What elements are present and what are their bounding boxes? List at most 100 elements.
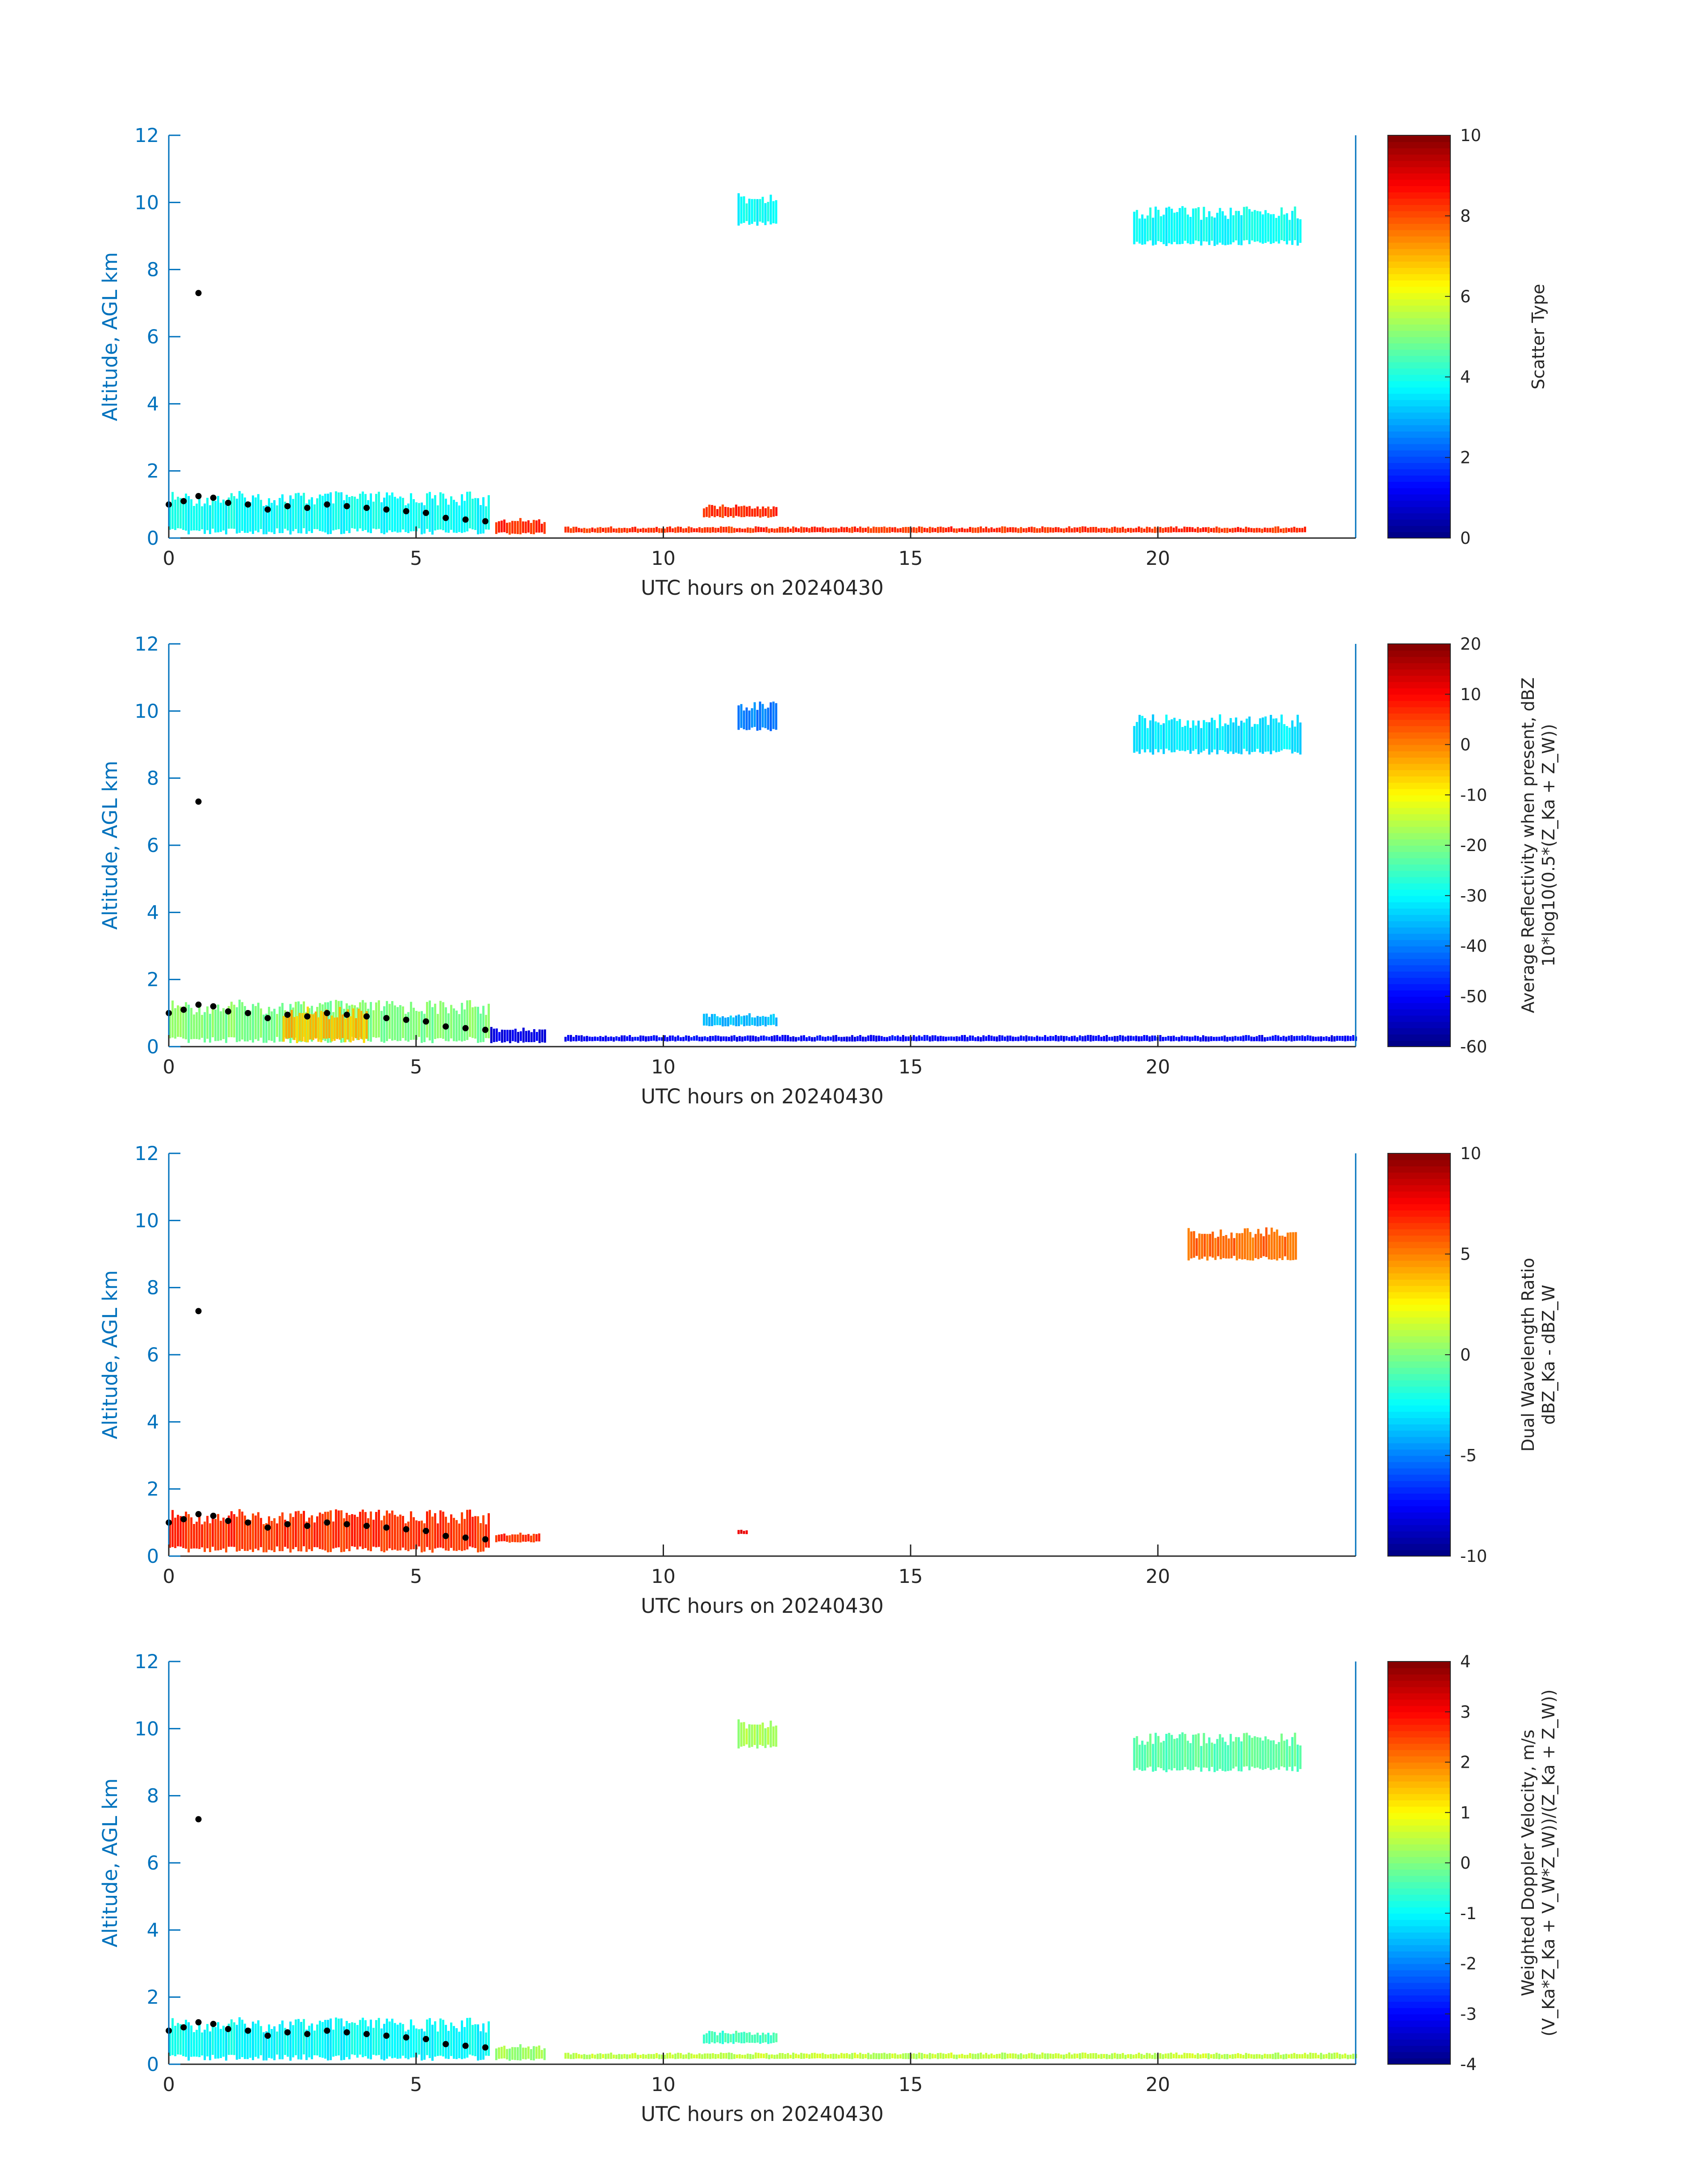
echo-cell [233,496,235,529]
echo-cell [503,2045,505,2058]
echo-cell [1146,215,1149,242]
echo-cell [1175,1037,1178,1041]
colorbar-label: Dual Wavelength RatiodBZ_Ka - dBZ_W [1518,1258,1558,1452]
bl-top-point [443,1532,449,1539]
echo-cell [1277,2052,1279,2059]
bl-top-point [245,1519,251,1526]
echo-cell [1245,718,1248,751]
echo-cell [220,502,222,532]
echo-cell [929,526,931,533]
echo-cell [1114,1036,1116,1042]
colorbar-swatch [1388,1831,1450,1838]
echo-cell [854,1036,856,1042]
echo-cell [1299,1745,1302,1769]
colorbar-swatch [1388,437,1450,444]
echo-cell [503,519,505,532]
echo-cell [351,496,353,528]
echo-cell [1296,528,1298,533]
echo-cell [921,2053,923,2059]
echo-cell [1165,2054,1167,2059]
echo-cell [241,2020,243,2058]
echo-cell [776,528,778,533]
echo-cell [800,2053,802,2059]
echo-cell [634,526,636,532]
echo-cell [391,2018,393,2058]
echo-cell [1229,718,1232,752]
colorbar-swatch [1388,751,1450,758]
echo-cell [703,1014,706,1026]
echo-cell [500,2046,503,2059]
colorbar-swatch [1388,2033,1450,2040]
echo-cell [378,1510,380,1547]
echo-cell [1299,2054,1301,2059]
echo-cell [246,2032,249,2059]
echo-cell [1233,1238,1236,1256]
echo-cell [942,1036,944,1041]
echo-cell [846,1036,848,1042]
echo-cell [209,2031,211,2061]
echo-cell [527,1534,530,1542]
y-tick-label: 8 [147,768,159,790]
echo-cell [759,199,761,222]
echo-cell [1229,528,1231,532]
echo-cell [514,1534,516,1542]
echo-cell [843,1036,845,1042]
echo-cell [1288,220,1291,241]
echo-cell [319,1003,321,1040]
colorbar-swatch [1388,1976,1450,1983]
echo-cell [1333,2053,1336,2059]
echo-cell [1256,211,1259,242]
echo-cell [744,528,746,533]
bl-top-point [245,2027,251,2034]
echo-cell [923,2054,926,2058]
echo-cell [586,528,588,533]
echo-cell [516,521,519,534]
echo-cell [706,507,708,517]
echo-cell [580,2054,583,2059]
echo-cell [674,1036,677,1042]
echo-cell [711,1014,714,1027]
echo-cell [950,1036,952,1041]
echo-cell [1198,1233,1201,1260]
bl-top-point [225,2026,231,2033]
echo-cell [340,1001,342,1043]
echo-cell [1221,528,1223,533]
echo-cell [1015,1037,1017,1041]
echo-cell [854,2053,856,2058]
echo-cell [753,199,756,222]
echo-cell [1049,527,1052,533]
echo-cell [703,508,706,518]
echo-cell [1063,528,1065,533]
echo-cell [346,495,348,531]
echo-cell [1270,1740,1272,1770]
colorbar-swatch [1388,1762,1450,1769]
echo-cell [1299,1035,1301,1041]
echo-cell [308,1008,310,1040]
echo-cell [1258,1035,1261,1042]
echo-cell [474,2024,476,2057]
echo-cell [1154,206,1157,245]
echo-cell [607,2054,610,2059]
echo-cell [335,2017,337,2056]
echo-cell [363,1014,365,1043]
echo-cell [767,506,770,518]
echo-cell [362,1509,364,1549]
bl-top-point [462,1025,469,1031]
echo-cell [276,505,278,529]
echo-cell [776,2054,778,2059]
colorbar-swatch [1388,255,1450,262]
colorbar-label-line: Average Reflectivity when present, dBZ [1518,677,1538,1013]
echo-cell [1323,2054,1325,2059]
echo-cell [719,506,722,518]
echo-cell [418,503,420,529]
y-tick-label: 10 [134,1718,159,1740]
echo-cell [1254,1234,1257,1258]
echo-cell [182,1519,184,1548]
echo-cell [174,2025,176,2057]
echo-cell [745,1530,748,1534]
echo-cell [950,2052,952,2058]
echo-cell [212,497,214,529]
colorbar-swatch [1388,1424,1450,1431]
echo-cell [1076,1037,1078,1042]
